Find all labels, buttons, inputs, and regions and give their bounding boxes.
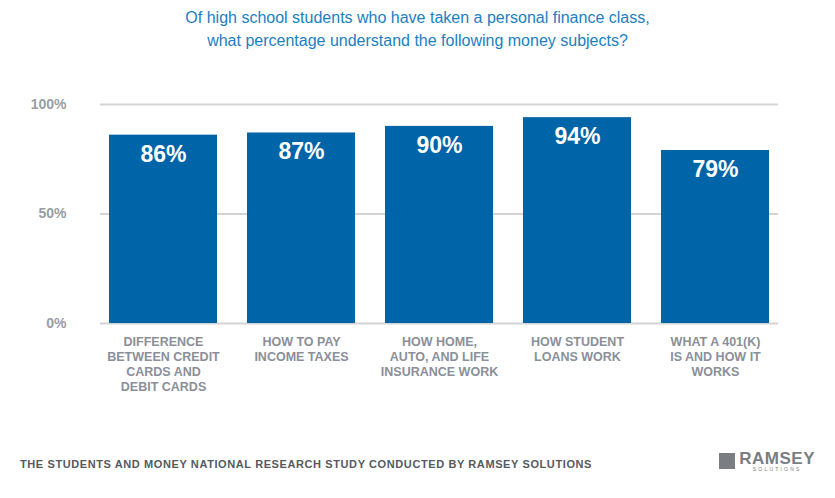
html-text:THE STUDENTS AND MONEY NATIONA: THE STUDENTS AND MONEY NATIONAL RESEARCH… [20, 458, 592, 470]
svg-text:HOW HOME,AUTO, AND LIFEINSURAN: HOW HOME,AUTO, AND LIFEINSURANCE WORK [381, 335, 498, 379]
svg-text:86%: 86% [140, 140, 186, 166]
svg-text:HOW TO PAYINCOME TAXES: HOW TO PAYINCOME TAXES [254, 335, 348, 364]
svg-text:94%: 94% [554, 123, 600, 149]
svg-text:50%: 50% [38, 205, 67, 221]
svg-text:90%: 90% [416, 132, 462, 158]
svg-text:79%: 79% [692, 156, 738, 182]
svg-text:100%: 100% [31, 96, 67, 112]
svg-text:HOW STUDENTLOANS WORK: HOW STUDENTLOANS WORK [531, 335, 624, 364]
svg-text:WHAT A 401(K)IS AND HOW ITWORK: WHAT A 401(K)IS AND HOW ITWORKS [670, 335, 761, 379]
html-text:Of high school students who ha: Of high school students who have taken a… [185, 9, 650, 49]
svg-text:0%: 0% [46, 315, 67, 331]
html-text:SOLUTIONS: SOLUTIONS [752, 466, 802, 472]
svg-text:DIFFERENCEBETWEEN CREDITCARDS: DIFFERENCEBETWEEN CREDITCARDS ANDDEBIT C… [107, 335, 220, 394]
svg-text:87%: 87% [278, 138, 324, 164]
html-text:RAMSEY: RAMSEY [739, 449, 815, 468]
